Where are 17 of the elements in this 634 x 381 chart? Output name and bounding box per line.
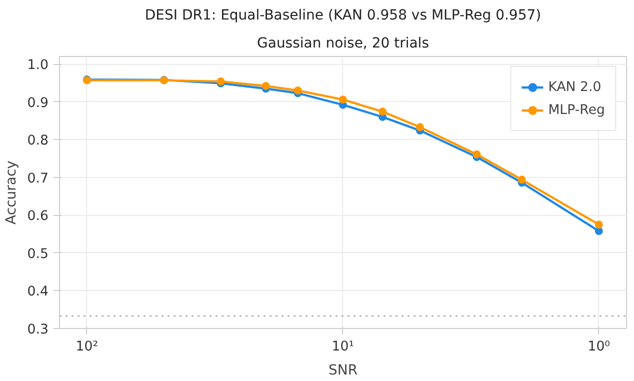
y-tick-label: 1.0 [27,58,49,74]
legend-label: KAN 2.0 [548,80,602,94]
chart-subtitle: Gaussian noise, 20 trials [257,36,429,52]
x-tick-label: 10² [76,340,98,354]
y-tick-label: 0.9 [27,96,49,111]
x-axis-title: SNR [328,362,358,378]
y-tick-label: 0.8 [27,134,49,149]
legend-label: MLP-Reg [548,102,605,118]
x-tick-label: 10¹ [332,340,354,354]
y-tick-label: 0.4 [27,284,49,300]
y-tick-label: 0.6 [27,209,49,224]
chart-title: DESI DR1: Equal-Baseline (KAN 0.958 vs MLP-Reg 0.957) [144,8,542,24]
y-tick-label: 0.7 [27,171,49,186]
y-axis-title: Accuracy [3,160,20,224]
x-tick-label: 10⁰ [588,340,610,354]
y-tick-label: 0.3 [27,322,49,338]
y-tick-label: 0.5 [27,246,49,262]
